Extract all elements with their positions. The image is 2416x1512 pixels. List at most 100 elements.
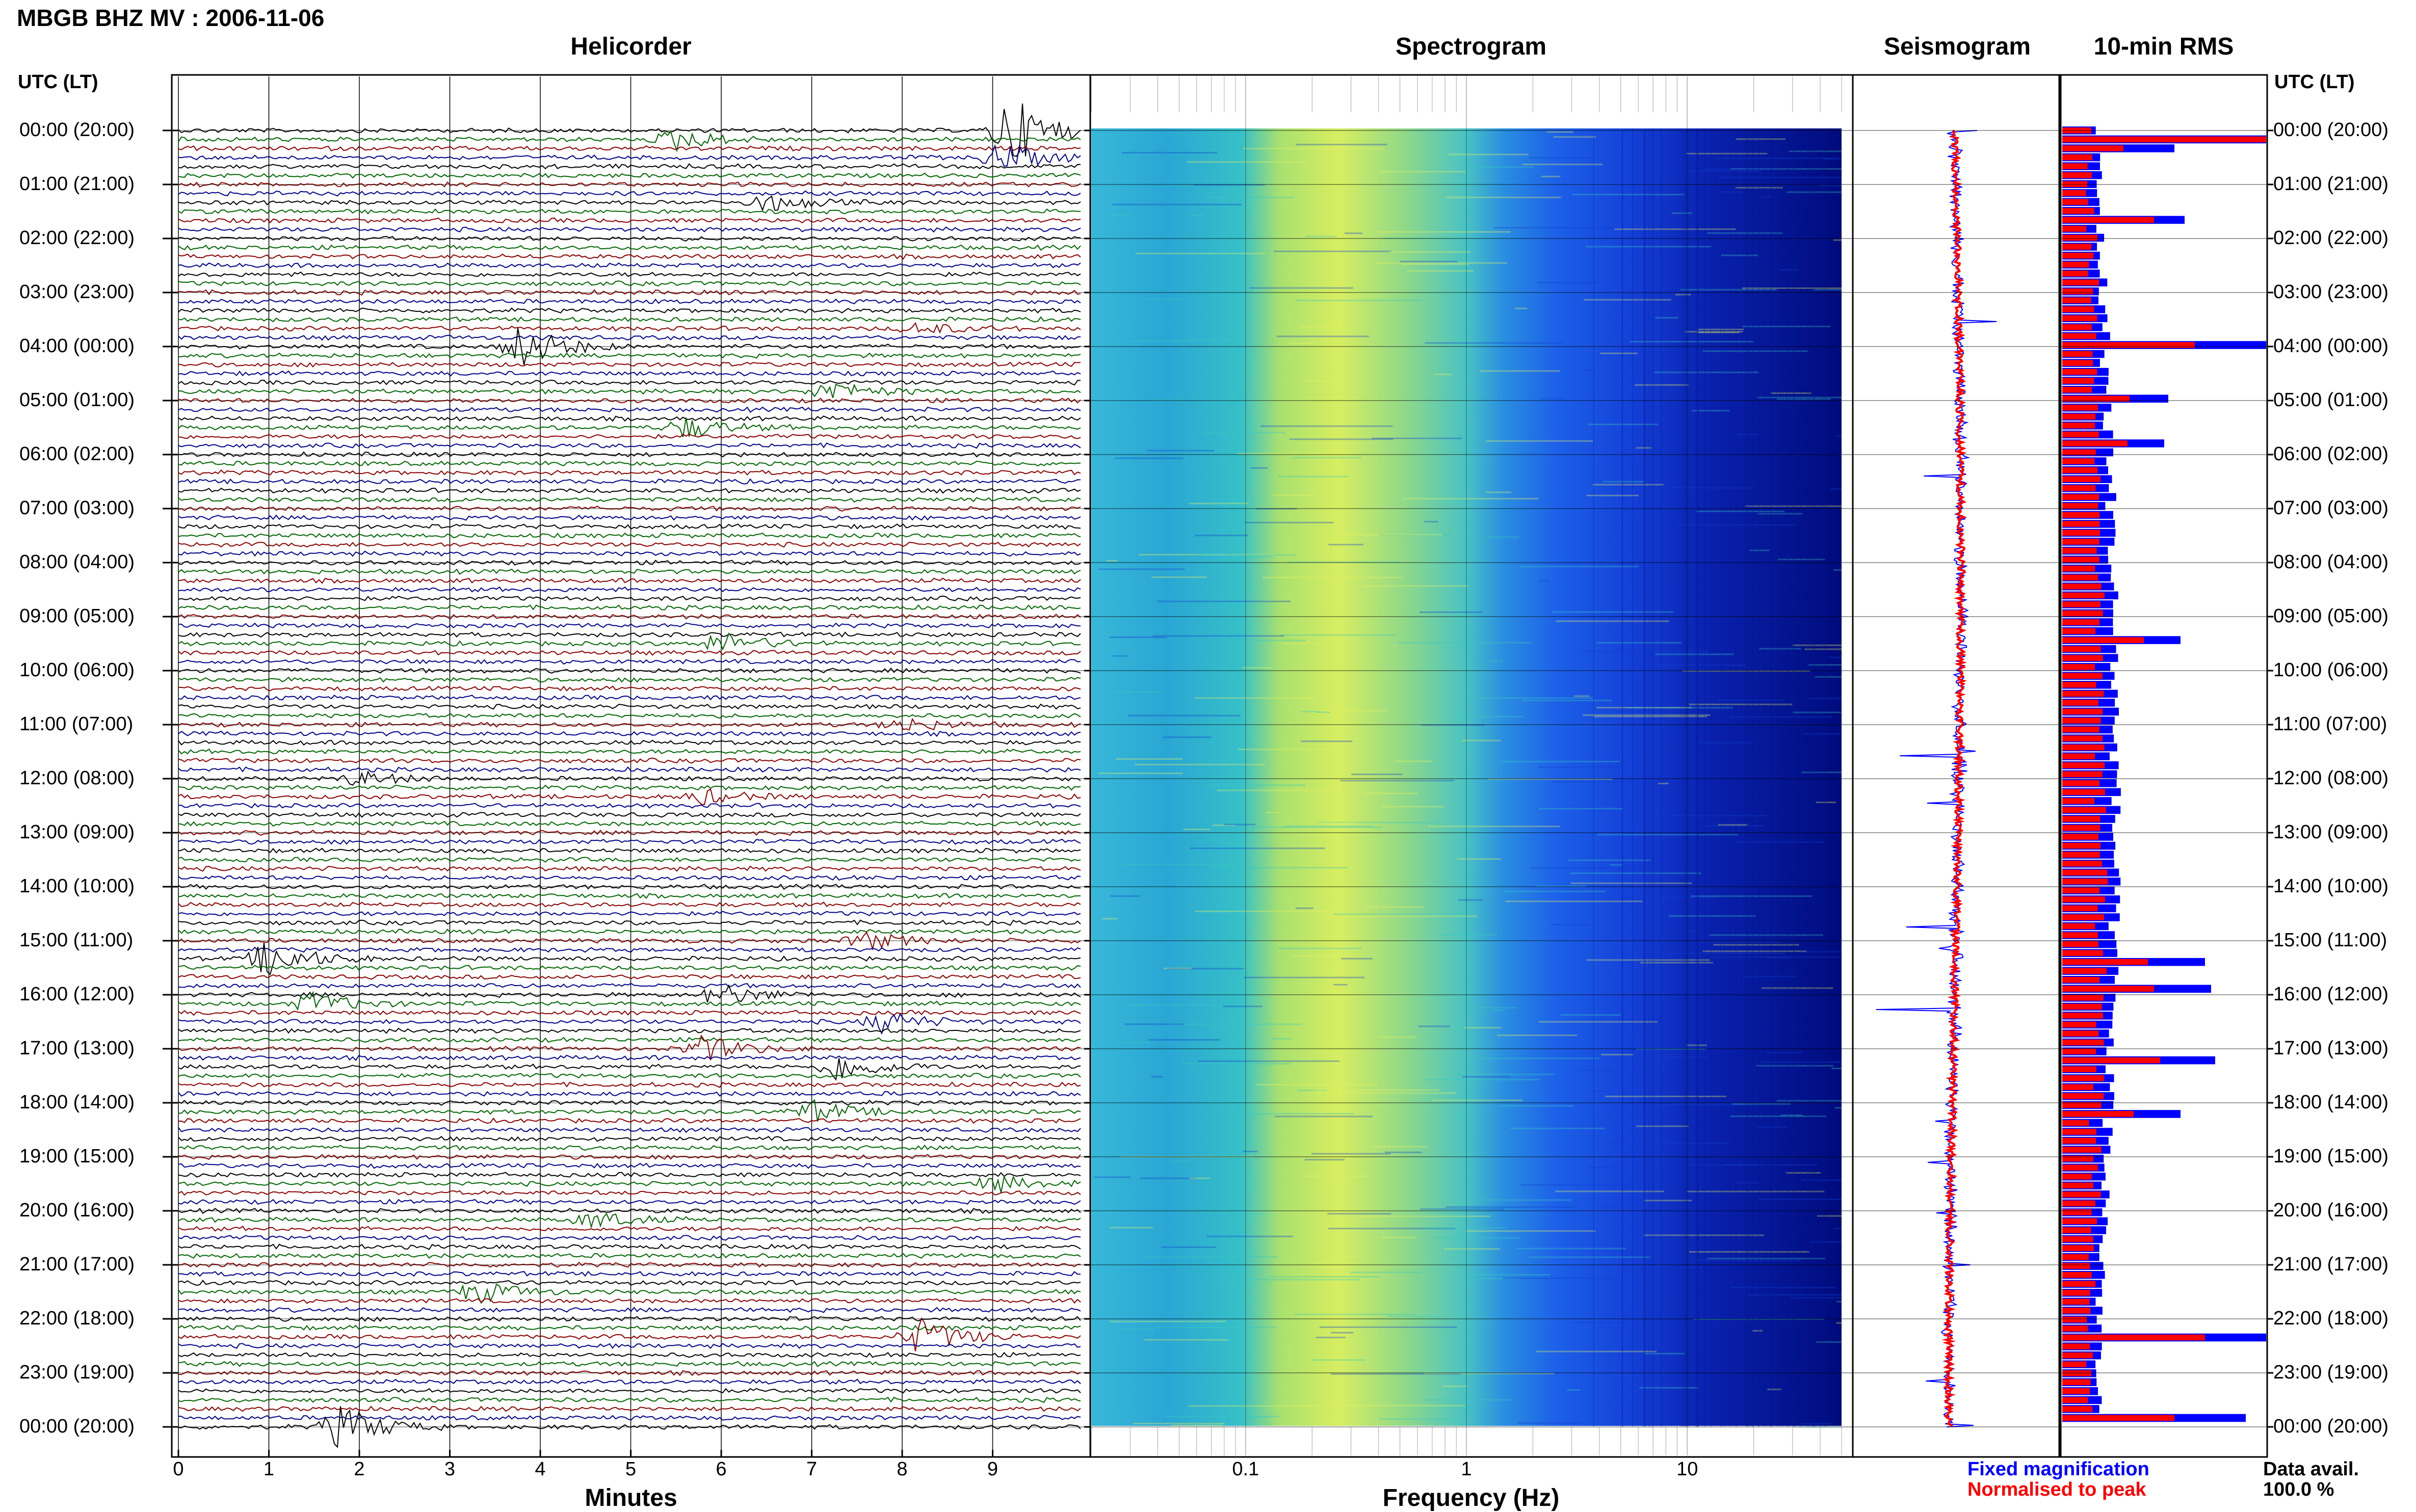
rms-bar-normalised [2062, 548, 2097, 554]
spectrogram-streak [1816, 802, 1836, 803]
spectrogram-streak [1537, 282, 1599, 283]
spectrogram-streak [1116, 691, 1162, 693]
rms-bar-normalised [2062, 315, 2097, 322]
spectrogram-streak [1256, 1084, 1378, 1085]
rms-bar-normalised [2062, 664, 2095, 670]
time-label-right: 20:00 (16:00) [2273, 1200, 2388, 1222]
spectrogram-streak [1644, 1200, 1692, 1201]
spectrogram-streak [1238, 1113, 1355, 1115]
spectrogram-streak [1601, 1054, 1633, 1055]
spectrogram-streak [1164, 968, 1191, 969]
spectrogram-streak [1204, 784, 1305, 786]
spectrogram-streak [1645, 588, 1658, 589]
spectrogram-streak [1480, 370, 1560, 372]
spectrogram-streak [1331, 1332, 1353, 1334]
spectrogram-streak [1210, 867, 1347, 868]
spectrogram-streak [1116, 758, 1183, 760]
rms-bar-normalised [2062, 1388, 2090, 1394]
rms-bar-normalised [2062, 1191, 2100, 1198]
spectrogram-x-label: Frequency (Hz) [1383, 1484, 1560, 1512]
rms-bar-normalised [2062, 333, 2096, 339]
spectrogram-streak [1360, 1215, 1490, 1217]
rms-bar-normalised [2062, 1415, 2174, 1421]
spectrogram-streak [1251, 467, 1268, 469]
spectrogram-streak [1271, 1038, 1292, 1040]
spectrogram-streak [1818, 185, 1842, 187]
spectrogram-streak [1234, 556, 1273, 558]
spectrogram-streak [1426, 1399, 1513, 1401]
rms-bar-normalised [2062, 861, 2102, 867]
spectrogram-streak [1127, 1004, 1221, 1006]
rms-bar-normalised [2062, 601, 2100, 607]
data-avail-label: Data avail. [2263, 1458, 2359, 1480]
rms-bar-normalised [2062, 378, 2094, 384]
spectrogram-streak [1133, 1423, 1225, 1424]
rms-bar-normalised [2062, 941, 2098, 947]
spectrogram-streak [1347, 915, 1477, 917]
spectrogram-streak [1318, 823, 1357, 824]
rms-bar-normalised [2062, 432, 2099, 438]
time-label-left: 00:00 (20:00) [19, 119, 135, 141]
spectrogram-streak [1223, 1005, 1263, 1007]
spectrogram-streak [1255, 640, 1306, 641]
spectrogram-streak [1815, 676, 1842, 678]
spectrogram-streak [1113, 655, 1127, 657]
spectrogram-streak [1497, 1034, 1577, 1036]
spectrogram-streak [1311, 1153, 1391, 1155]
spectrogram-streak [1260, 426, 1393, 427]
rms-bar-normalised [2062, 1183, 2093, 1189]
spectrogram-streak [1245, 522, 1333, 523]
spectrogram-streak [1596, 642, 1682, 644]
spectrogram-streak [1464, 1027, 1502, 1028]
spectrogram-streak [1466, 166, 1534, 168]
time-label-right: 19:00 (15:00) [2273, 1146, 2388, 1168]
spectrogram-streak [1551, 781, 1644, 783]
helicorder-x-tick-label: 3 [444, 1458, 455, 1480]
spectrogram-streak [1433, 1237, 1519, 1239]
spectrogram-streak [1620, 1266, 1661, 1267]
spectrogram-streak [1400, 261, 1457, 262]
rms-bar-normalised [2062, 1040, 2104, 1046]
time-label-right: 12:00 (08:00) [2273, 767, 2388, 789]
rms-bar-normalised [2062, 342, 2195, 348]
spectrogram-streak [1277, 336, 1369, 337]
spectrogram-streak [1333, 914, 1472, 915]
rms-bar-normalised [2062, 869, 2107, 876]
time-label-right: 11:00 (07:00) [2273, 713, 2387, 735]
time-label-right: 03:00 (23:00) [2273, 281, 2388, 303]
spectrogram-streak [1241, 1417, 1268, 1418]
time-label-left: 15:00 (11:00) [19, 930, 133, 951]
rms-bar-normalised [2062, 253, 2093, 259]
rms-bar-normalised [2062, 503, 2098, 509]
rms-bar-normalised [2062, 611, 2103, 617]
spectrogram-streak [1158, 601, 1291, 602]
spectrogram-streak [1732, 1103, 1791, 1105]
spectrogram-streak [1455, 1074, 1554, 1075]
spectrogram-streak [1361, 792, 1418, 794]
spectrogram-streak [1722, 191, 1742, 193]
spectrogram-streak [1152, 635, 1284, 636]
rms-bar-normalised [2062, 208, 2094, 214]
spectrogram-streak [1184, 829, 1210, 830]
spectrogram-streak [1109, 636, 1167, 638]
spectrogram-streak [1597, 834, 1738, 835]
spectrogram-streak [1552, 611, 1674, 613]
rms-bar-normalised [2062, 798, 2094, 804]
rms-bar-normalised [2062, 1325, 2088, 1332]
rms-bar-normalised [2062, 172, 2092, 178]
spectrogram-streak [1278, 948, 1362, 949]
spectrogram-streak [1189, 1405, 1321, 1407]
spectrogram-streak [1314, 1090, 1439, 1091]
spectrogram-streak [1539, 1021, 1657, 1023]
time-label-left: 20:00 (16:00) [19, 1200, 135, 1222]
time-label-left: 04:00 (00:00) [19, 335, 135, 357]
rms-bar-normalised [2062, 583, 2101, 590]
rms-bar-normalised [2062, 1066, 2096, 1072]
time-label-left: 02:00 (22:00) [19, 227, 135, 249]
spectrogram-streak [1510, 1128, 1605, 1129]
spectrogram-streak [1380, 171, 1466, 172]
rms-bar-normalised [2062, 646, 2101, 652]
spectrogram-streak [1098, 568, 1185, 570]
rms-bar-normalised [2062, 261, 2089, 268]
time-label-right: 00:00 (20:00) [2273, 119, 2388, 141]
